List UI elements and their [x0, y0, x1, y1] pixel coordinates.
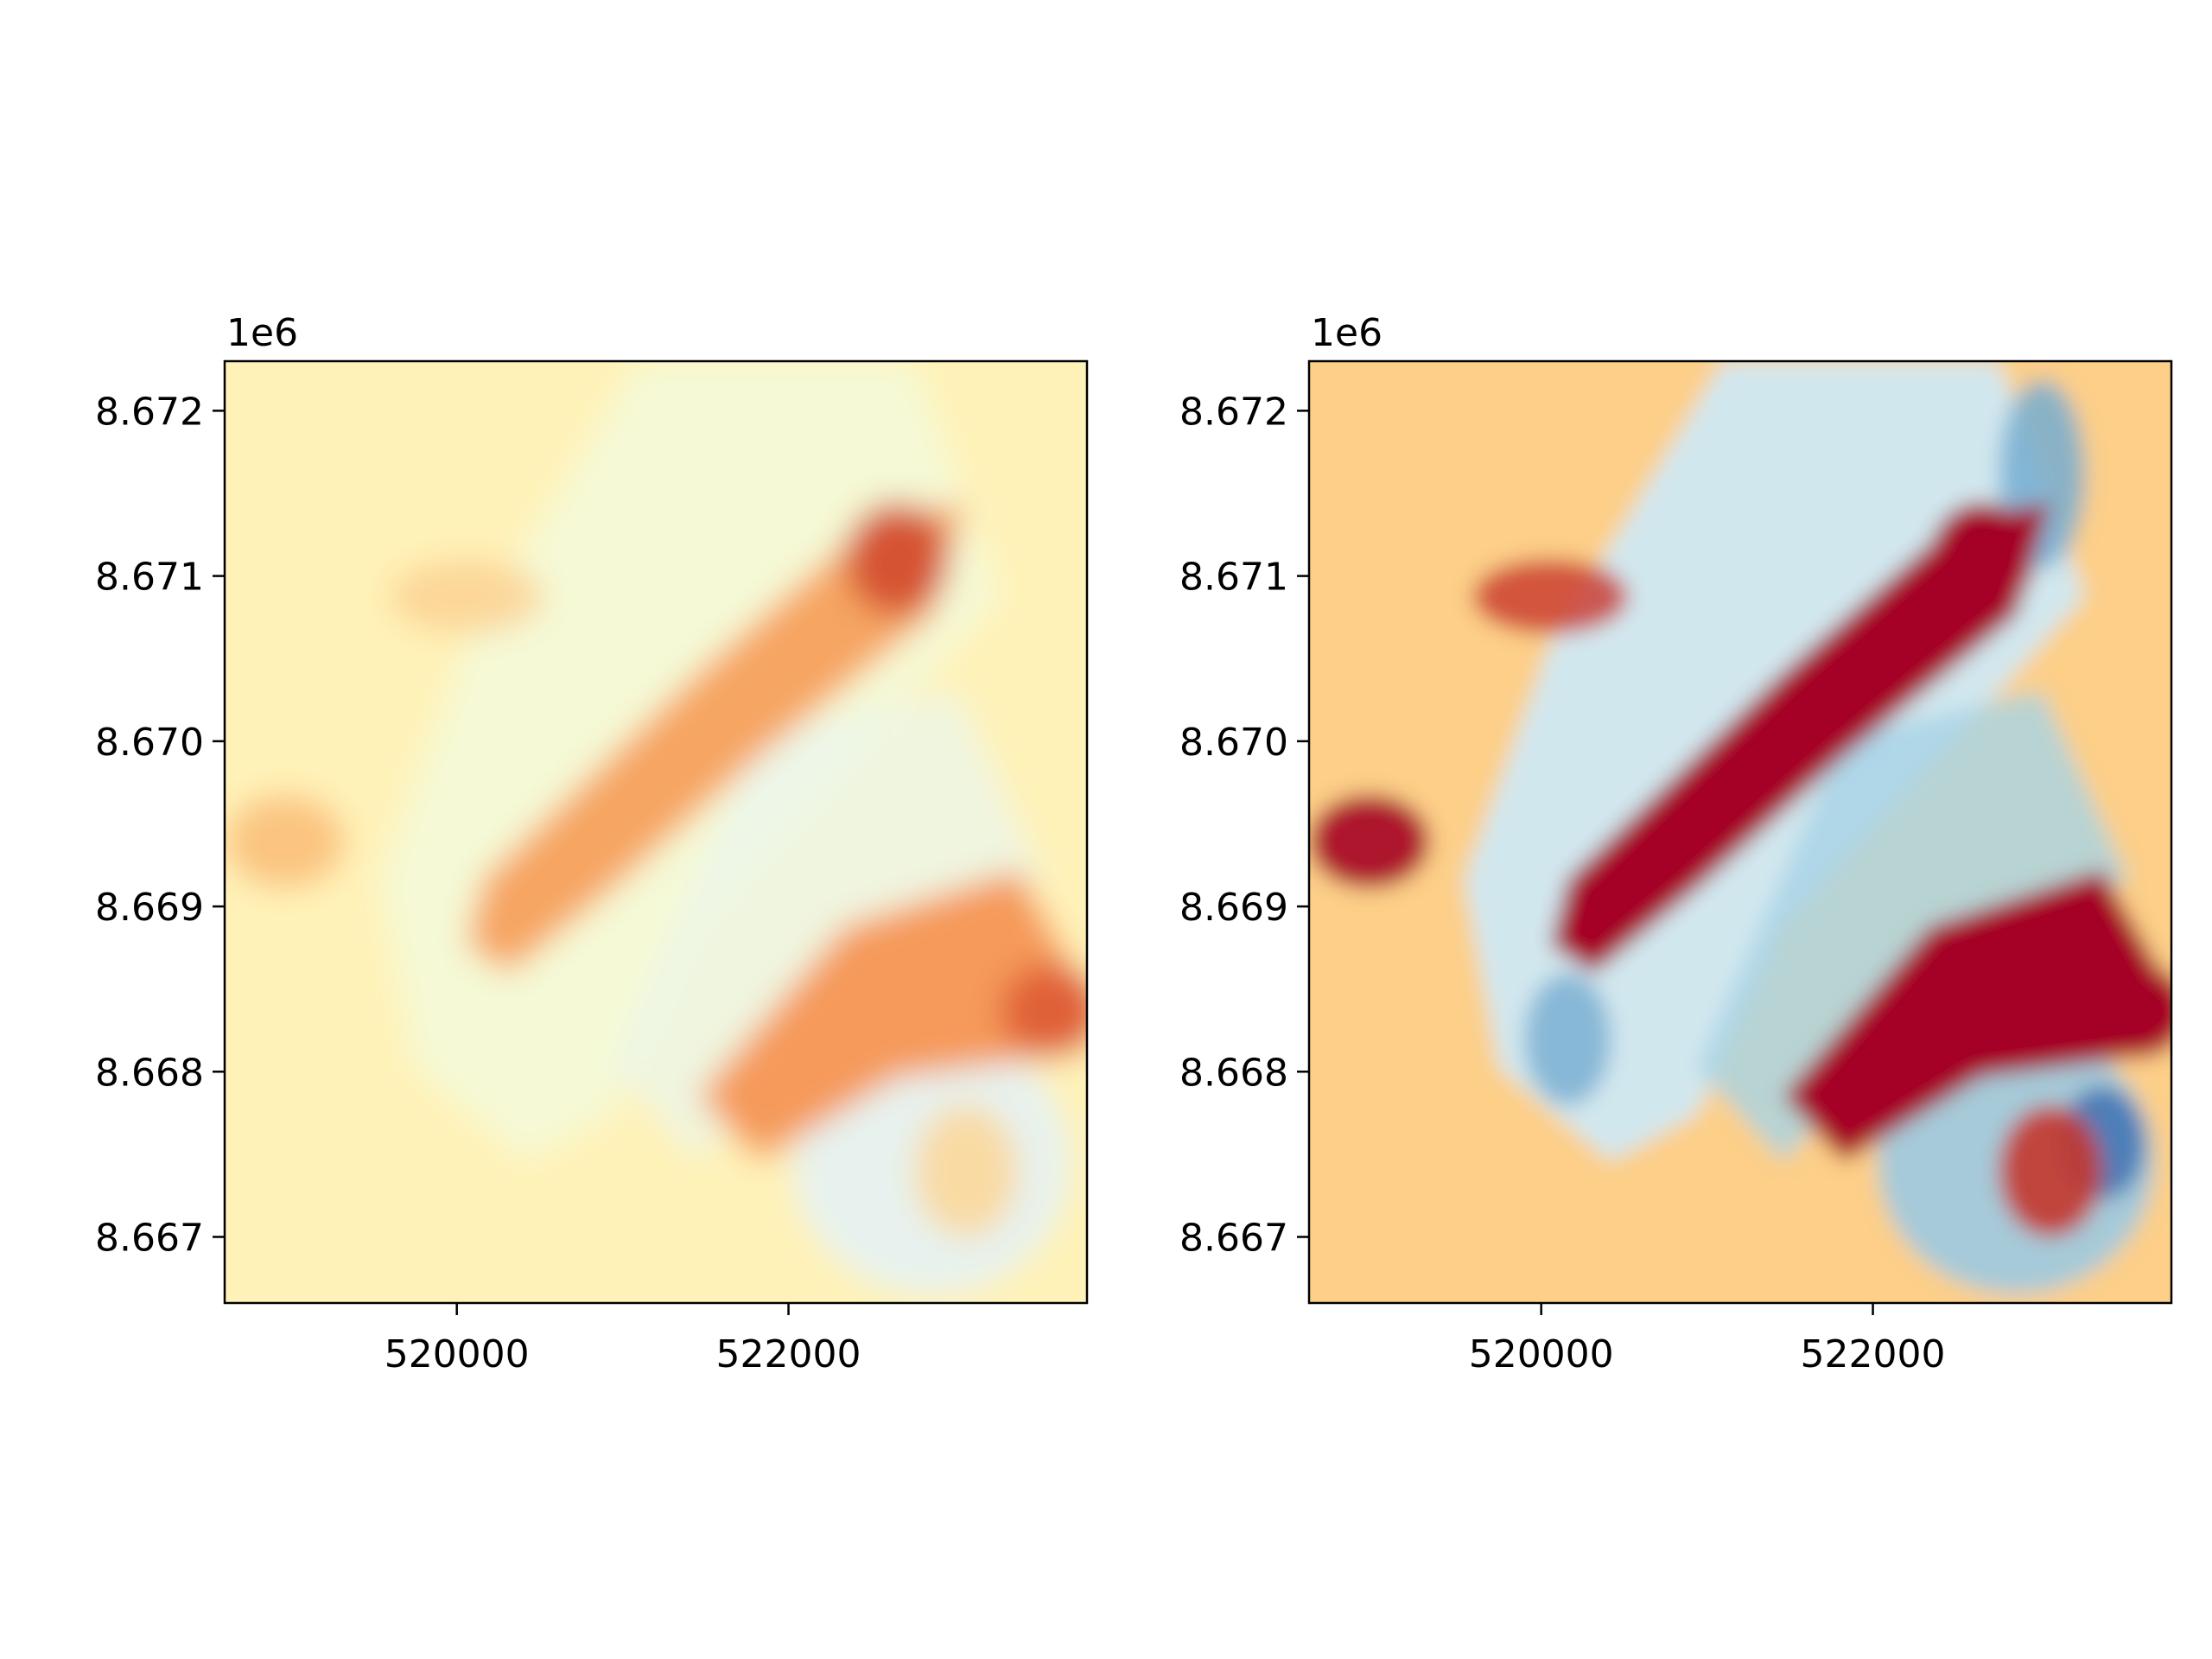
heatmap-image-right [1309, 361, 2171, 1303]
cool-valley-east [613, 690, 1045, 1162]
warm-lobe-core [1929, 502, 2034, 616]
warm-core-ring [914, 1105, 1019, 1237]
x-tick-label: 522000 [716, 1332, 861, 1376]
y-tick-label: 8.670 [1179, 721, 1288, 765]
x-ticks-right: 520000 522000 [1469, 1303, 1946, 1376]
y-offset-label-right: 1e6 [1311, 311, 1382, 355]
axes-frame-left [223, 359, 1089, 1305]
warm-core-ring [1999, 1105, 2103, 1237]
warm-patch-west [225, 794, 346, 889]
y-tick-label: 8.672 [95, 390, 204, 434]
y-tick-label: 8.672 [1179, 390, 1288, 434]
warm-patch-west [1309, 794, 1430, 889]
blue-patch-west [1524, 973, 1611, 1106]
y-tick-label: 8.668 [1179, 1051, 1288, 1095]
warm-lobe-southeast [698, 869, 1087, 1162]
y-tick-label: 8.671 [95, 556, 204, 600]
axes-frame-right [1307, 359, 2173, 1305]
x-tick-label: 520000 [385, 1332, 530, 1376]
y-offset-label-left: 1e6 [226, 311, 298, 355]
y-ticks-right: 8.667 8.668 8.669 8.670 8.671 8.672 [1179, 390, 1309, 1261]
x-tick-label: 522000 [1801, 1332, 1946, 1376]
y-tick-label: 8.671 [1179, 556, 1288, 600]
warm-lobe-southeast [1783, 869, 2171, 1162]
y-tick-label: 8.669 [1179, 886, 1288, 930]
warm-patch-north [388, 558, 544, 635]
panel-left: 520000 522000 8.6678.6688.6698.6708.6718.… [95, 311, 1089, 1376]
warm-patch-north [1472, 558, 1629, 635]
warm-lobe-main [466, 502, 967, 974]
y-tick-label: 8.668 [95, 1051, 204, 1095]
y-tick-label: 8.667 [1179, 1217, 1288, 1261]
warm-lobe-core [845, 502, 950, 616]
heatmap-image-left [225, 361, 1087, 1303]
y-tick-label: 8.667 [95, 1217, 204, 1261]
x-tick-label: 520000 [1469, 1332, 1614, 1376]
y-tick-label: 8.669 [95, 886, 204, 930]
warm-lobe-southeast-core [2085, 963, 2171, 1058]
x-ticks-left: 520000 522000 [385, 1303, 861, 1376]
warm-lobe-main [1550, 502, 2051, 974]
warm-lobe-southeast-core [1001, 963, 1087, 1058]
y-ticks-left: 8.667 8.668 8.669 8.670 8.671 8.672 [95, 390, 225, 1261]
cool-valley-east [1697, 690, 2129, 1162]
panel-right: 520000 522000 8.6678.6688.6698.6708.6718.… [1179, 311, 2173, 1376]
y-tick-label: 8.670 [95, 721, 204, 765]
